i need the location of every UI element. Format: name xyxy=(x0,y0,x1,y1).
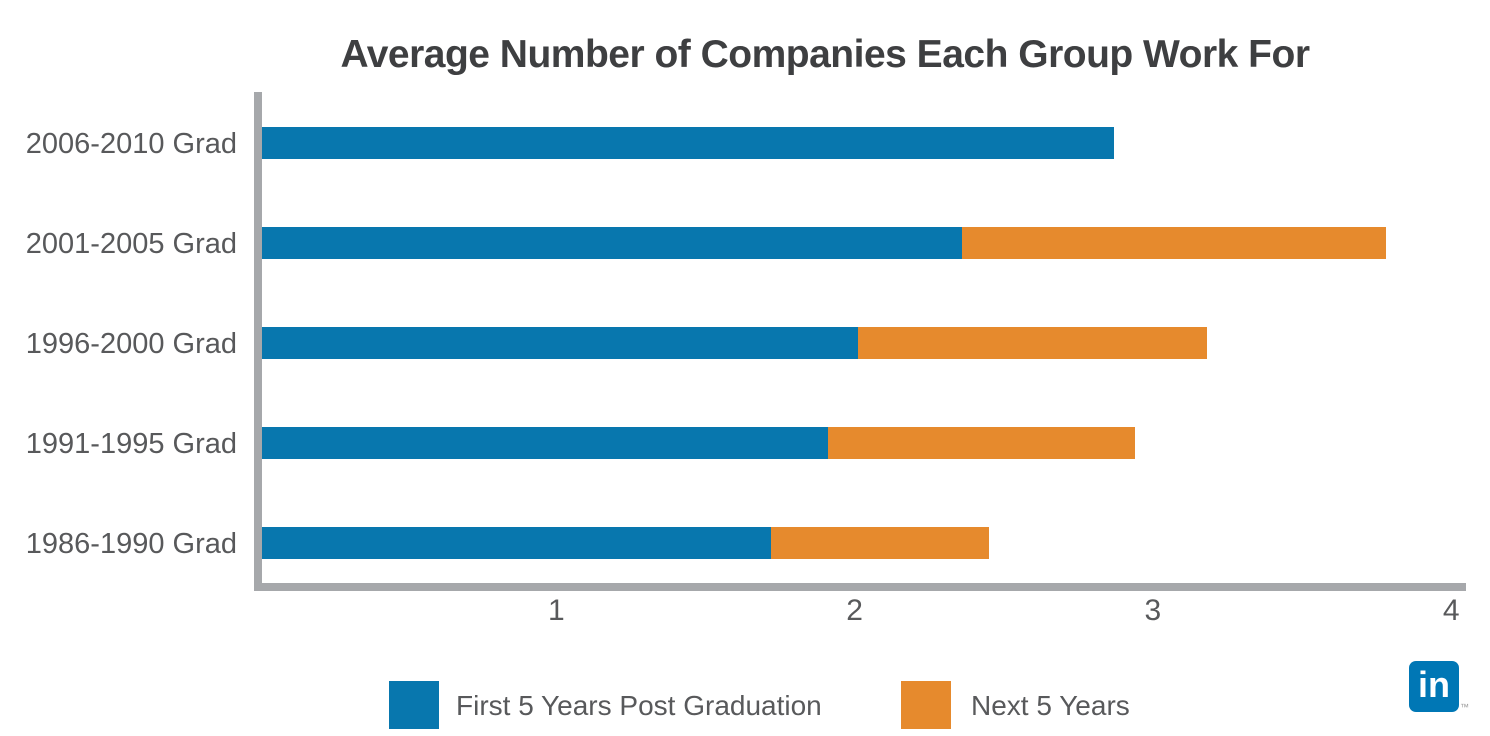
bar-first-5-years xyxy=(262,427,828,459)
category-label: 2006-2010 Grad xyxy=(25,128,237,160)
bar-first-5-years xyxy=(262,327,858,359)
bar-first-5-years xyxy=(262,127,1115,159)
category-label: 1991-1995 Grad xyxy=(25,428,237,460)
x-tick-label: 2 xyxy=(846,594,863,627)
x-axis-line xyxy=(254,583,1466,591)
x-tick-label: 1 xyxy=(547,594,565,627)
x-tick-label: 3 xyxy=(1144,594,1162,627)
bar-next-5-years xyxy=(827,427,1135,459)
linkedin-logo: in xyxy=(1409,661,1459,712)
y-axis-line xyxy=(254,92,262,583)
legend-swatch-first5 xyxy=(389,681,439,729)
category-label: 2001-2005 Grad xyxy=(25,228,237,260)
bar-next-5-years xyxy=(771,527,989,559)
bar-first-5-years xyxy=(262,227,962,259)
bar-next-5-years xyxy=(961,227,1386,259)
chart-title: Average Number of Companies Each Group W… xyxy=(340,33,1310,76)
bar-next-5-years xyxy=(857,327,1207,359)
category-label: 1986-1990 Grad xyxy=(25,528,237,560)
category-label: 1996-2000 Grad xyxy=(25,328,237,360)
legend-label-first5: First 5 Years Post Graduation xyxy=(456,690,822,721)
x-tick-label: 4 xyxy=(1442,594,1460,627)
legend-swatch-next5 xyxy=(901,681,951,729)
bar-first-5-years xyxy=(262,527,772,559)
legend-label-next5: Next 5 Years xyxy=(971,690,1130,721)
linkedin-trademark: ™ xyxy=(1460,702,1469,712)
